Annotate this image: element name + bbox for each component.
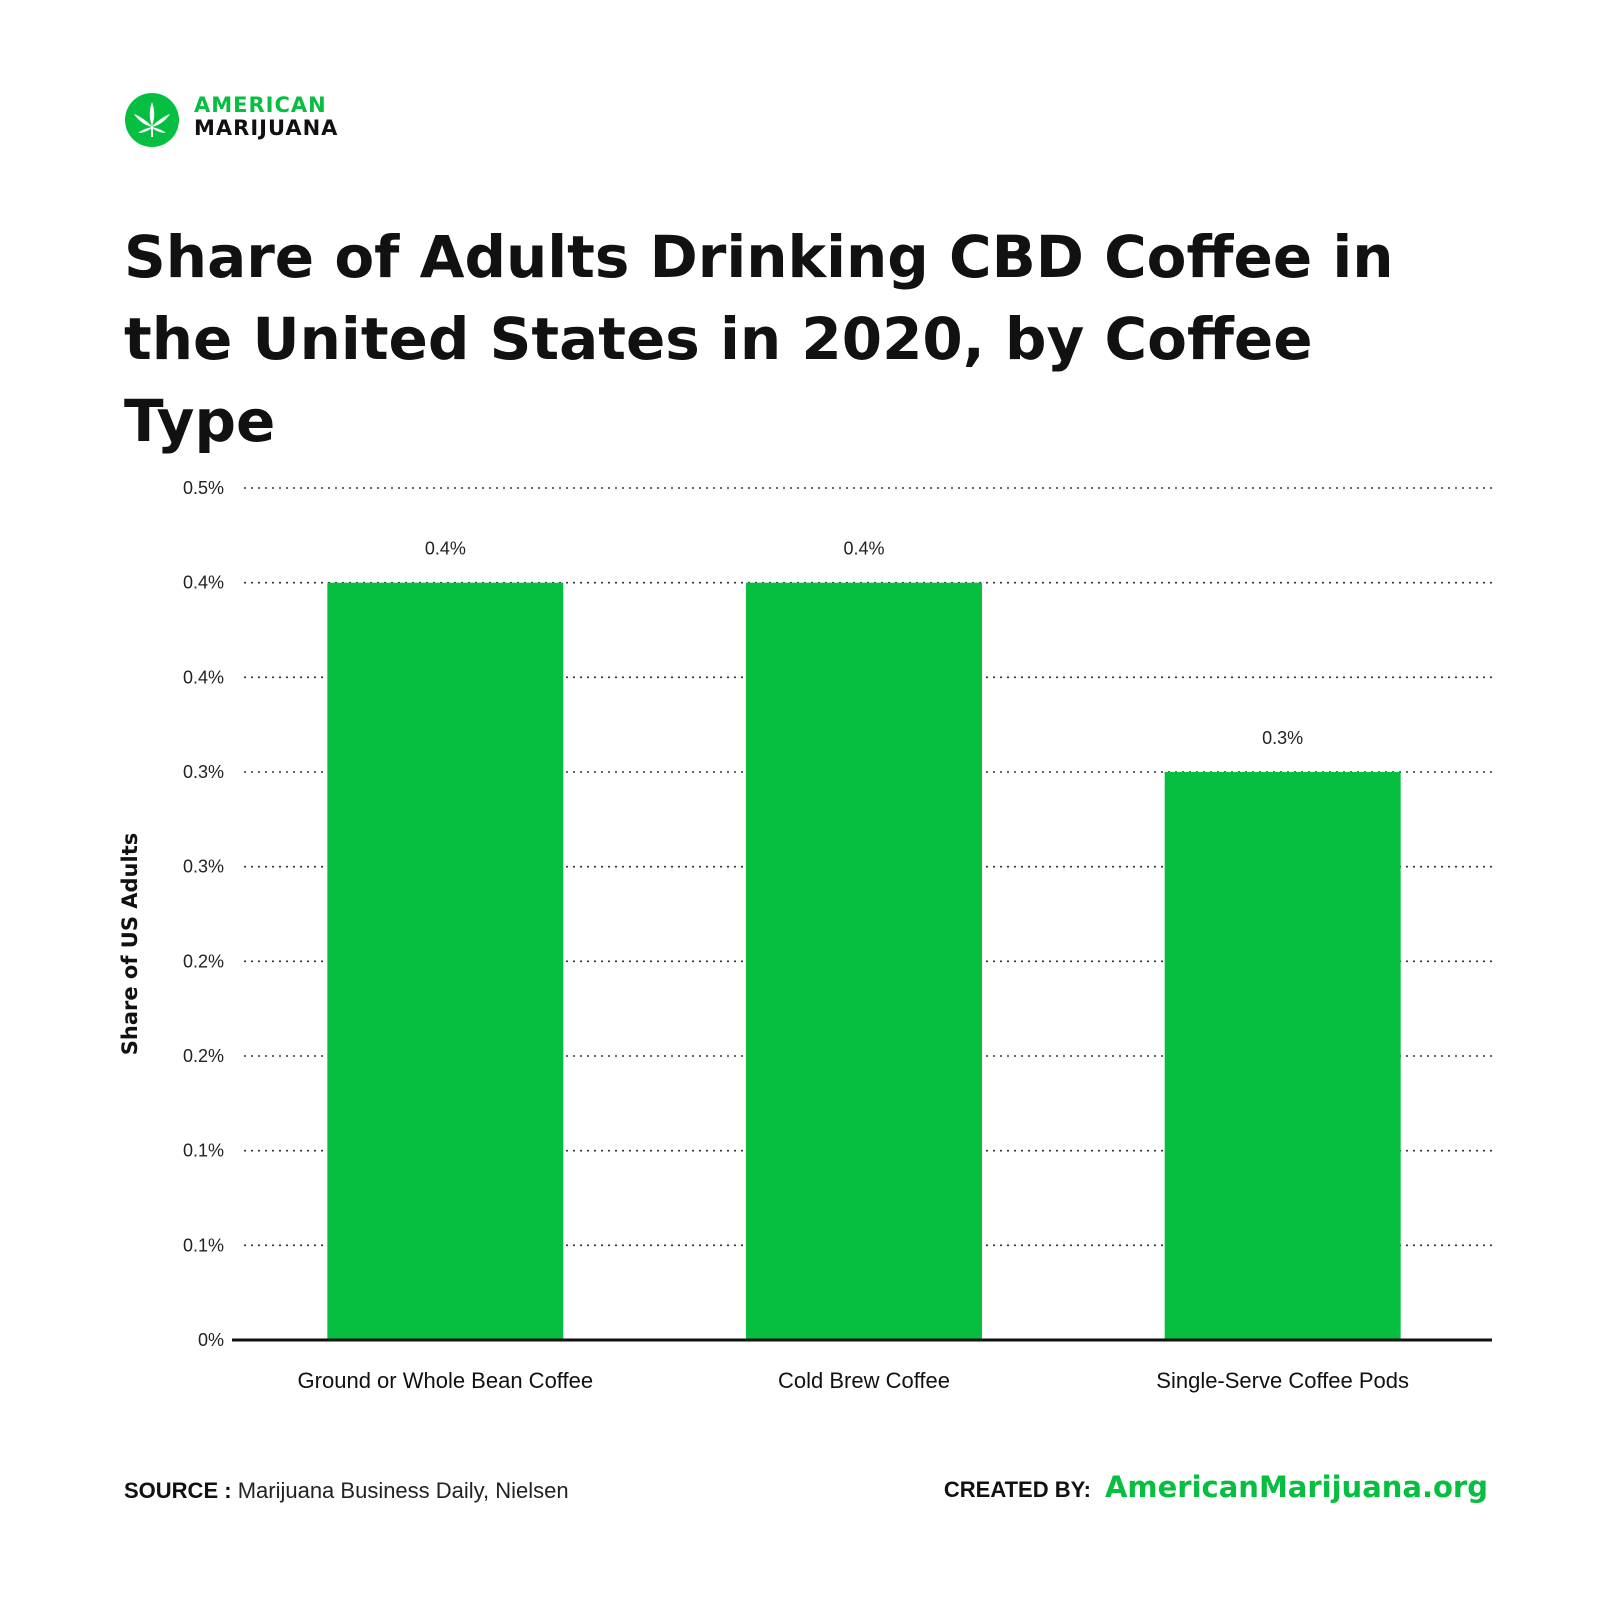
y-tick-label: 0.3% [183, 762, 224, 782]
source-text: Marijuana Business Daily, Nielsen [237, 1478, 569, 1503]
brand-line2: MARIJUANA [194, 116, 339, 140]
y-tick-label: 0.1% [183, 1141, 224, 1161]
source-label: SOURCE : [124, 1478, 232, 1503]
y-axis-title: Share of US Adults [118, 833, 142, 1056]
y-tick-label: 0.2% [183, 951, 224, 971]
cannabis-leaf-icon [125, 93, 179, 147]
x-tick-label: Single-Serve Coffee Pods [1156, 1368, 1409, 1393]
x-axis-categories: Ground or Whole Bean Coffee Cold Brew Cof… [298, 1368, 1409, 1393]
y-tick-label: 0.4% [183, 573, 224, 593]
data-labels: 0.4% 0.4% 0.3% [425, 539, 1303, 748]
y-tick-label: 0.1% [183, 1235, 224, 1255]
y-tick-label: 0.4% [183, 667, 224, 687]
created-by-site-link[interactable]: AmericanMarijuana.org [1104, 1470, 1488, 1504]
bar [746, 582, 982, 1340]
bar [1164, 772, 1401, 1340]
bars [327, 582, 1401, 1340]
created-by-label: CREATED BY: [943, 1477, 1091, 1502]
data-label: 0.4% [425, 539, 466, 559]
source-note: SOURCE : Marijuana Business Daily, Niels… [124, 1478, 569, 1504]
y-tick-label: 0.5% [183, 478, 224, 498]
data-label: 0.4% [843, 539, 884, 559]
bar [327, 582, 564, 1340]
y-axis-ticks: 0% 0.1% 0.1% 0.2% 0.2% 0.3% 0.3% 0.4% 0.4% 0.5% [183, 478, 224, 1350]
y-tick-label: 0% [198, 1330, 224, 1350]
brand-logo[interactable]: AMERICAN MARIJUANA [124, 92, 384, 148]
y-tick-label: 0.2% [183, 1046, 224, 1066]
x-tick-label: Cold Brew Coffee [778, 1368, 950, 1393]
brand-wordmark: AMERICAN MARIJUANA [194, 94, 338, 140]
chart-title: Share of Adults Drinking CBD Coffee in t… [124, 223, 1394, 455]
brand-line1: AMERICAN [194, 93, 327, 117]
x-tick-label: Ground or Whole Bean Coffee [298, 1368, 594, 1393]
created-by: CREATED BY: AmericanMarijuana.org [944, 1470, 1488, 1504]
y-tick-label: 0.3% [183, 857, 224, 877]
data-label: 0.3% [1262, 728, 1303, 748]
